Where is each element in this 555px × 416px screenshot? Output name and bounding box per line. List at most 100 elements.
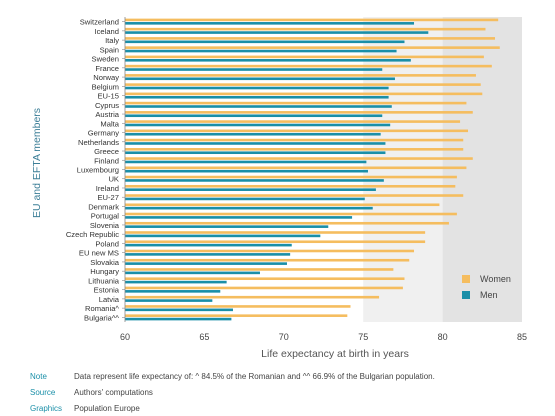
bar-women — [125, 166, 467, 170]
bar-women — [125, 120, 461, 123]
bar-men — [125, 49, 397, 53]
x-tick-label: 85 — [517, 332, 527, 342]
graphics-key: Graphics — [30, 403, 63, 413]
bar-women — [125, 295, 380, 299]
x-tick-label: 80 — [438, 332, 448, 342]
category-label: Estonia — [94, 286, 120, 295]
bar-women — [125, 18, 499, 22]
category-label: Spain — [100, 45, 119, 54]
category-label: Greece — [94, 147, 119, 156]
bar-men — [125, 216, 353, 219]
bar-women — [125, 203, 440, 207]
bar-women — [125, 92, 483, 96]
category-label: Finland — [94, 156, 119, 165]
category-label: Slovakia — [90, 258, 119, 267]
category-label: Netherlands — [78, 138, 119, 147]
bar-men — [125, 206, 373, 210]
bar-men — [125, 225, 329, 228]
background-band — [125, 17, 364, 322]
bar-men — [125, 197, 365, 201]
bar-women — [125, 138, 464, 142]
category-label: Latvia — [99, 295, 120, 304]
bar-men — [125, 22, 415, 25]
x-tick-label: 70 — [279, 332, 289, 342]
bar-women — [125, 157, 473, 160]
bar-women — [125, 27, 486, 31]
bar-men — [125, 271, 260, 275]
category-label: Czech Republic — [66, 230, 119, 239]
category-label: Denmark — [88, 202, 119, 211]
footnotes: Note Data represent life expectancy of: … — [30, 368, 435, 416]
bar-women — [125, 101, 467, 105]
bar-women — [125, 277, 405, 281]
bar-men — [125, 234, 321, 238]
bar-women — [125, 37, 496, 40]
x-tick-label: 75 — [358, 332, 368, 342]
bar-men — [125, 188, 376, 191]
bar-men — [125, 123, 391, 127]
category-label: Belgium — [92, 82, 119, 91]
category-label: Austria — [95, 110, 119, 119]
bar-women — [125, 111, 473, 114]
bar-men — [125, 169, 368, 173]
bar-women — [125, 240, 426, 244]
bar-women — [125, 194, 464, 197]
bar-men — [125, 151, 386, 155]
legend-label: Women — [480, 274, 511, 284]
category-label: Italy — [105, 36, 119, 45]
bar-women — [125, 74, 476, 77]
category-label: UK — [108, 175, 119, 184]
category-label: Malta — [100, 119, 119, 128]
bar-women — [125, 46, 500, 49]
bar-men — [125, 290, 221, 293]
category-label: Romania^ — [85, 304, 119, 313]
bar-women — [125, 258, 410, 262]
category-label: Lithuania — [88, 276, 120, 285]
bar-men — [125, 160, 367, 164]
bar-women — [125, 148, 464, 151]
bar-men — [125, 68, 383, 71]
graphics-value: Population Europe — [74, 403, 140, 413]
bar-men — [125, 280, 227, 284]
legend-label: Men — [480, 290, 498, 300]
x-tick-label: 60 — [120, 332, 130, 342]
bar-men — [125, 86, 389, 90]
bar-women — [125, 231, 426, 234]
category-label: Bulgaria^^ — [84, 313, 119, 322]
bar-women — [125, 221, 449, 225]
bar-women — [125, 314, 348, 317]
category-label: Germany — [88, 129, 119, 138]
x-axis-label: Life expectancy at birth in years — [261, 348, 409, 360]
bar-men — [125, 114, 383, 118]
bar-men — [125, 95, 389, 99]
graphics-row: Graphics Population Europe — [30, 400, 435, 416]
bar-men — [125, 243, 292, 247]
category-label: Ireland — [96, 184, 119, 193]
bar-men — [125, 299, 213, 302]
legend: Women Men — [462, 274, 511, 300]
bar-men — [125, 58, 411, 62]
category-label: Hungary — [90, 267, 119, 276]
bar-women — [125, 305, 351, 308]
bar-women — [125, 212, 457, 216]
background-band — [442, 17, 522, 322]
bar-men — [125, 308, 233, 312]
category-label: EU-27 — [97, 193, 119, 202]
source-key: Source — [30, 387, 56, 397]
bar-men — [125, 31, 429, 34]
category-label: EU-15 — [97, 92, 119, 101]
bar-women — [125, 249, 415, 253]
bar-men — [125, 77, 395, 81]
bar-women — [125, 184, 456, 188]
bar-men — [125, 142, 386, 145]
note-key: Note — [30, 371, 47, 381]
note-value: Data represent life expectancy of: ^ 84.… — [74, 371, 435, 381]
bar-women — [125, 55, 484, 59]
category-label: Switzerland — [80, 18, 119, 27]
category-label: France — [95, 64, 119, 73]
legend-swatch — [462, 291, 470, 299]
bar-men — [125, 317, 232, 321]
category-label: EU new MS — [79, 249, 119, 258]
note-row: Note Data represent life expectancy of: … — [30, 368, 435, 384]
category-label: Portugal — [91, 212, 120, 221]
